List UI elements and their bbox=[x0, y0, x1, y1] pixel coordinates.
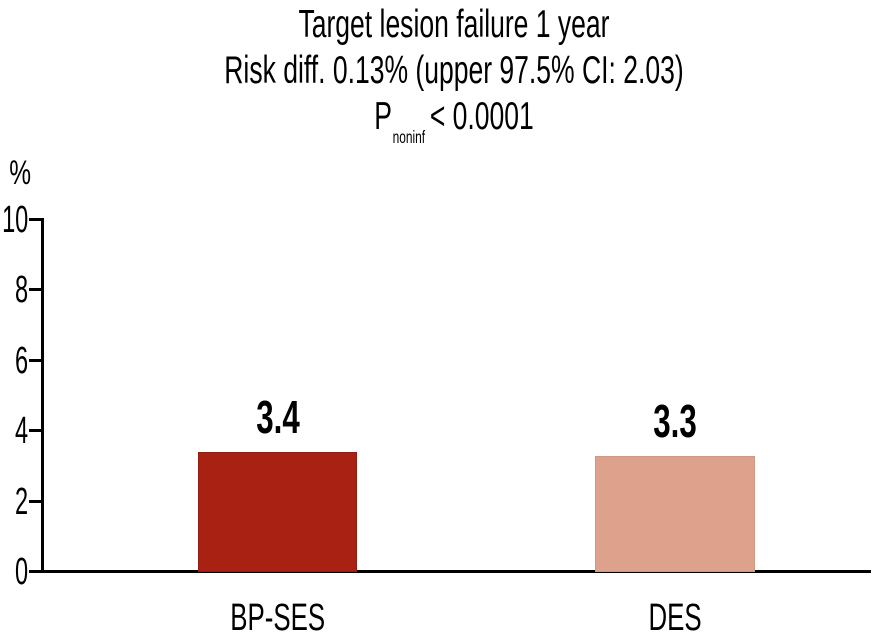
x-axis-line bbox=[41, 570, 871, 573]
value-label-bp-ses: 3.4 bbox=[178, 391, 378, 443]
y-tick-label-text: 10 bbox=[1, 199, 28, 241]
chart-subtitle-risk-diff: Risk diff. 0.13% (upper 97.5% CI: 2.03) bbox=[224, 49, 684, 92]
p-comparison-value: < 0.0001 bbox=[429, 95, 534, 138]
y-axis-line bbox=[41, 218, 44, 573]
category-label-bp-ses-text: BP-SES bbox=[230, 597, 326, 639]
y-tick-mark bbox=[29, 429, 42, 432]
y-tick-label: 4 bbox=[0, 410, 28, 452]
p-symbol: P bbox=[374, 95, 392, 138]
p-subscript: noninf bbox=[392, 127, 426, 148]
y-tick-label: 6 bbox=[0, 340, 28, 382]
value-label-bp-ses-text: 3.4 bbox=[256, 391, 300, 443]
value-label-des: 3.3 bbox=[575, 395, 775, 447]
y-tick-mark bbox=[29, 500, 42, 503]
category-label-des: DES bbox=[575, 598, 775, 638]
chart-pvalue-line: Pnoninf < 0.0001 bbox=[174, 94, 734, 146]
y-tick-label: 2 bbox=[0, 481, 28, 523]
percent-sign: % bbox=[9, 154, 31, 192]
y-tick-label-text: 6 bbox=[14, 340, 28, 382]
y-tick-label-text: 4 bbox=[14, 410, 28, 452]
y-tick-label-text: 0 bbox=[14, 551, 28, 593]
y-tick-mark bbox=[29, 570, 42, 573]
y-tick-label: 10 bbox=[0, 199, 28, 241]
value-label-des-text: 3.3 bbox=[653, 395, 697, 447]
y-tick-mark bbox=[29, 359, 42, 362]
chart-title: Target lesion failure 1 year bbox=[298, 3, 610, 46]
y-tick-label-text: 2 bbox=[14, 481, 28, 523]
y-tick-mark bbox=[29, 218, 42, 221]
category-label-des-text: DES bbox=[648, 597, 702, 639]
y-tick-label-text: 8 bbox=[14, 269, 28, 311]
y-tick-mark bbox=[29, 288, 42, 291]
y-tick-label: 8 bbox=[0, 269, 28, 311]
category-label-bp-ses: BP-SES bbox=[178, 598, 378, 638]
bar-bp-ses[interactable] bbox=[198, 452, 357, 572]
y-axis-unit-label: % bbox=[0, 155, 40, 191]
bar-des[interactable] bbox=[595, 456, 755, 572]
chart-header: Target lesion failure 1 year Risk diff. … bbox=[42, 2, 866, 146]
y-tick-label: 0 bbox=[0, 551, 28, 593]
